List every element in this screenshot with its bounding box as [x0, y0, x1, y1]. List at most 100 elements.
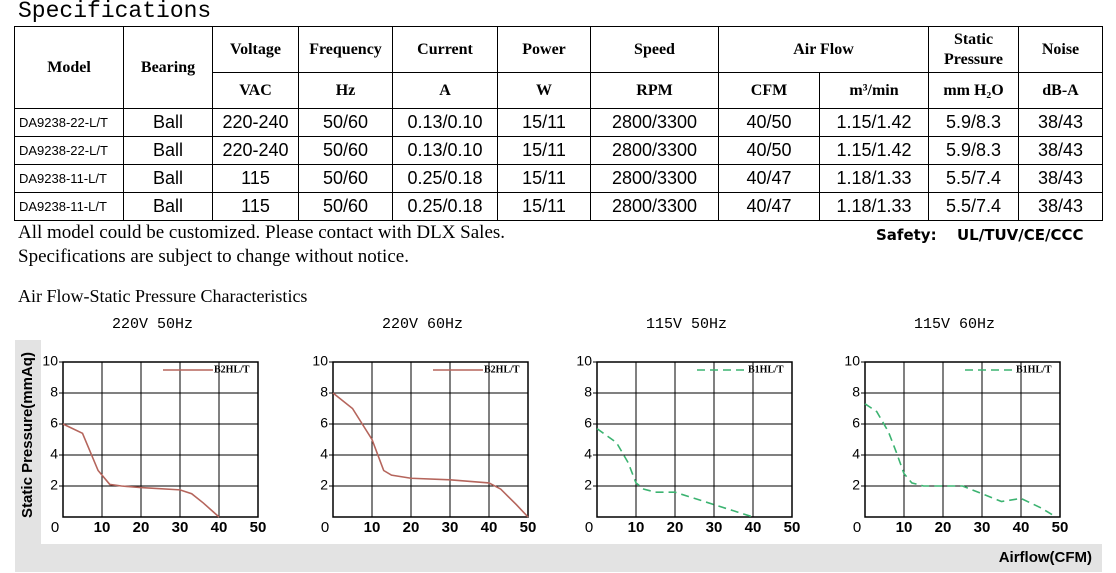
x-tick-label: 40	[211, 519, 228, 536]
y-tick-label: 6	[320, 415, 328, 431]
y-tick-label: 6	[50, 415, 58, 431]
safety-label: Safety:	[876, 226, 937, 244]
table-cell: Ball	[123, 192, 213, 221]
table-cell: 15/11	[497, 108, 591, 137]
x-tick-label: 30	[442, 519, 459, 536]
table-cell: 220-240	[212, 108, 299, 137]
table-row: DA9238-11-L/T Ball 115 50/60 0.25/0.18 15/11 2…	[14, 192, 1103, 221]
x-tick-label: 50	[1052, 519, 1069, 536]
x-tick-label: 30	[974, 519, 991, 536]
unit-cell: Hz	[298, 72, 393, 109]
note: Specifications are subject to change wit…	[18, 246, 409, 267]
header-cell: Frequency	[298, 26, 393, 73]
plot-frame	[596, 361, 793, 518]
table-row: VAC Hz A W RPM CFM m³/min mm H₂O dB-A	[15, 72, 1103, 109]
x-tick-label: 0	[585, 519, 593, 536]
table-cell: Ball	[123, 136, 213, 165]
y-tick-label: 2	[852, 477, 860, 493]
table-cell: 5.5/7.4	[928, 192, 1019, 221]
table-cell: DA9238-22-L/T	[14, 108, 124, 137]
y-label-band	[15, 340, 41, 572]
legend-label: B2HL/T	[214, 364, 250, 375]
y-tick-label: 8	[584, 384, 592, 400]
series-line	[596, 427, 754, 518]
header-cell: Bearing	[123, 26, 213, 109]
chart-title: 115V 60Hz	[914, 316, 995, 333]
legend-label: B1HL/T	[1016, 364, 1052, 375]
x-tick-label: 0	[51, 519, 59, 536]
table-cell: 1.18/1.33	[819, 192, 929, 221]
x-axis-label: Airflow(CFM)	[999, 549, 1092, 566]
x-tick-label: 50	[250, 519, 267, 536]
table-cell: 115	[212, 192, 299, 221]
y-tick-label: 4	[852, 446, 860, 462]
unit-cell: mm H₂O	[928, 72, 1019, 109]
table-cell: 15/11	[497, 136, 591, 165]
table-row: Model Bearing Voltage Frequency Current Power…	[14, 26, 1103, 109]
y-tick-label: 8	[50, 384, 58, 400]
table-cell: 15/11	[497, 192, 591, 221]
legend-label: B2HL/T	[484, 364, 520, 375]
y-tick-label: 10	[42, 353, 58, 369]
table-cell: 50/60	[298, 108, 393, 137]
table-row: DA9238-11-L/T Ball 115 50/60 0.25/0.18 15/11 2…	[14, 164, 1103, 193]
y-tick-label: 6	[852, 415, 860, 431]
x-tick-label: 50	[784, 519, 801, 536]
x-tick-label: 0	[321, 519, 329, 536]
chart-title: 220V 60Hz	[382, 316, 463, 333]
y-tick-label: 4	[50, 446, 58, 462]
y-tick-label: 2	[50, 477, 58, 493]
table-cell: 2800/3300	[590, 108, 719, 137]
chart-title: 220V 50Hz	[112, 316, 193, 333]
table-row: DA9238-22-L/T Ball 220-240 50/60 0.13/0.10 15…	[14, 108, 1103, 137]
table-cell: 40/47	[718, 192, 820, 221]
section-title: Air Flow-Static Pressure Characteristics	[18, 286, 308, 306]
header-cell: Power	[497, 26, 591, 73]
x-tick-label: 20	[667, 519, 684, 536]
header-cell: Speed	[590, 26, 719, 73]
unit-cell: dB-A	[1018, 72, 1103, 109]
x-tick-label: 10	[896, 519, 913, 536]
chart-title: 115V 50Hz	[646, 316, 727, 333]
table-cell: DA9238-11-L/T	[14, 164, 124, 193]
series-line	[62, 423, 220, 518]
plot-frame	[332, 361, 529, 518]
plot-frame	[62, 361, 259, 518]
table-cell: 115	[212, 164, 299, 193]
x-tick-label: 20	[935, 519, 952, 536]
legend-label: B1HL/T	[748, 364, 784, 375]
x-tick-label: 20	[403, 519, 420, 536]
table-cell: 5.9/8.3	[928, 136, 1019, 165]
unit-cell: RPM	[590, 72, 719, 109]
table-cell: 2800/3300	[590, 192, 719, 221]
y-tick-label: 2	[320, 477, 328, 493]
y-tick-label: 8	[852, 384, 860, 400]
table-cell: 38/43	[1018, 164, 1103, 193]
y-axis-label: Static Pressure(mmAq)	[19, 352, 36, 518]
x-tick-label: 40	[1013, 519, 1030, 536]
y-tick-label: 10	[844, 353, 860, 369]
note: All model could be customized. Please co…	[18, 222, 506, 243]
header-cell: Model	[14, 26, 124, 109]
table-cell: DA9238-11-L/T	[14, 192, 124, 221]
table-cell: 0.13/0.10	[392, 136, 498, 165]
table-cell: 15/11	[497, 164, 591, 193]
x-tick-label: 40	[481, 519, 498, 536]
table-cell: 50/60	[298, 164, 393, 193]
table-cell: 1.15/1.42	[819, 108, 929, 137]
unit-cell: m³/min	[819, 72, 929, 109]
y-tick-label: 4	[584, 446, 592, 462]
header-cell: Noise	[1018, 26, 1103, 73]
y-tick-label: 10	[312, 353, 328, 369]
x-tick-label: 10	[628, 519, 645, 536]
table-cell: Ball	[123, 108, 213, 137]
y-tick-label: 10	[576, 353, 592, 369]
table-cell: 38/43	[1018, 108, 1103, 137]
table-cell: 50/60	[298, 136, 393, 165]
series-line	[332, 392, 529, 518]
x-tick-label: 40	[745, 519, 762, 536]
unit-cell: VAC	[212, 72, 299, 109]
unit-cell: W	[497, 72, 591, 109]
y-tick-label: 6	[584, 415, 592, 431]
y-tick-label: 2	[584, 477, 592, 493]
